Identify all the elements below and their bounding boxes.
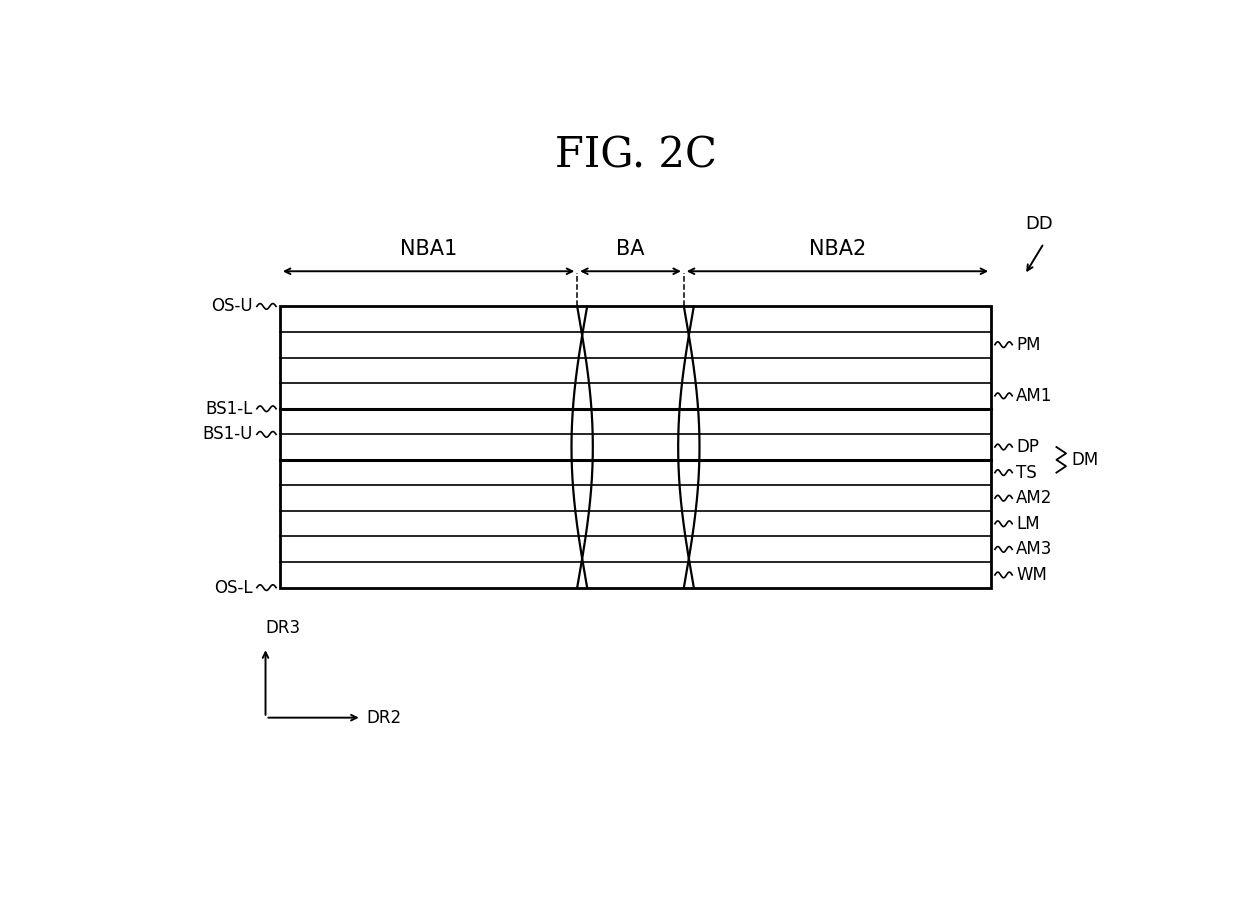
Text: BS1-L: BS1-L bbox=[206, 400, 253, 418]
Text: OS-U: OS-U bbox=[211, 298, 253, 315]
Text: BA: BA bbox=[616, 238, 645, 258]
Text: NBA1: NBA1 bbox=[401, 238, 458, 258]
Text: PM: PM bbox=[1016, 336, 1040, 353]
Text: DM: DM bbox=[1071, 451, 1099, 468]
Text: OS-L: OS-L bbox=[215, 579, 253, 596]
Text: AM3: AM3 bbox=[1016, 540, 1053, 559]
Text: DP: DP bbox=[1016, 438, 1039, 456]
Text: WM: WM bbox=[1016, 566, 1047, 584]
Text: DR2: DR2 bbox=[367, 708, 402, 727]
Text: BS1-U: BS1-U bbox=[202, 425, 253, 444]
Text: DR3: DR3 bbox=[265, 619, 300, 637]
Text: TS: TS bbox=[1016, 464, 1037, 481]
Text: NBA2: NBA2 bbox=[808, 238, 866, 258]
Text: DD: DD bbox=[1025, 215, 1053, 233]
Text: FIG. 2C: FIG. 2C bbox=[554, 134, 717, 176]
Text: AM1: AM1 bbox=[1016, 387, 1053, 404]
Text: LM: LM bbox=[1016, 515, 1039, 533]
Text: AM2: AM2 bbox=[1016, 489, 1053, 508]
Bar bbox=[280, 307, 991, 588]
